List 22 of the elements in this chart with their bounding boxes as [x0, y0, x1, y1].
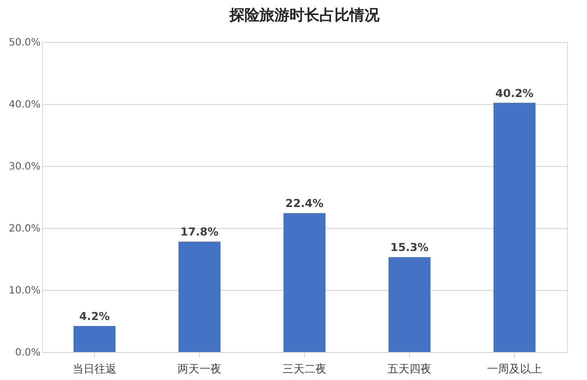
- bar: [178, 242, 220, 352]
- y-tick-label: 20.0%: [8, 224, 40, 234]
- x-tick-label: 当日往返: [72, 362, 116, 376]
- bar: [494, 102, 536, 352]
- bar: [74, 326, 116, 352]
- data-label: 4.2%: [79, 310, 110, 323]
- bar: [388, 257, 430, 352]
- y-tick-label: 40.0%: [8, 100, 40, 110]
- x-tick-label: 三天二夜: [282, 362, 326, 376]
- data-label: 15.3%: [390, 241, 429, 254]
- x-tick-label: 一周及以上: [487, 362, 542, 376]
- data-label: 17.8%: [180, 226, 219, 239]
- y-tick-label: 30.0%: [8, 162, 40, 172]
- data-label: 40.2%: [495, 86, 534, 100]
- y-tick-label: 10.0%: [8, 286, 40, 296]
- x-tick-label: 五天四夜: [388, 362, 432, 376]
- chart-title: 探险旅游时长占比情况: [228, 6, 380, 24]
- x-tick-label: 两天一夜: [178, 362, 222, 376]
- bar: [284, 213, 326, 352]
- y-tick-label: 50.0%: [8, 38, 40, 48]
- y-tick-label: 0.0%: [15, 348, 40, 358]
- data-label: 22.4%: [285, 197, 324, 210]
